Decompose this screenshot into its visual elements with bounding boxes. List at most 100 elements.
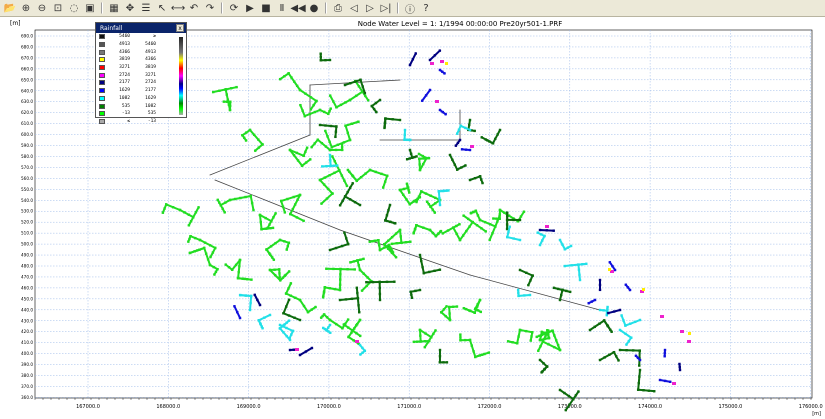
node-marker <box>598 308 602 312</box>
node-marker <box>272 258 276 261</box>
node-marker <box>279 279 282 282</box>
node-marker <box>261 327 264 330</box>
pipe-segment <box>178 208 195 219</box>
node-marker <box>274 241 277 245</box>
node-marker <box>358 268 362 272</box>
node-marker <box>309 158 312 161</box>
node-marker <box>278 276 281 279</box>
node-marker <box>302 219 305 223</box>
node-marker <box>488 238 491 242</box>
node-marker <box>427 202 431 206</box>
node-marker <box>455 305 459 308</box>
node-marker <box>248 128 252 132</box>
node-marker <box>357 304 360 307</box>
info-icon[interactable]: ⓘ <box>405 4 415 16</box>
grid-icon[interactable]: ▦ <box>109 2 119 14</box>
node-marker <box>408 202 411 206</box>
node-marker <box>553 345 556 349</box>
node-marker <box>517 291 520 295</box>
zoom-out-icon[interactable]: ⊖ <box>37 2 47 14</box>
pan-icon[interactable]: ✥ <box>125 2 135 14</box>
legend-swatch <box>99 72 105 78</box>
open-icon[interactable]: 📂 <box>3 2 17 14</box>
node-marker <box>413 228 417 231</box>
node-marker <box>334 135 337 139</box>
legend-row: ≤ -13 <box>96 118 186 126</box>
legend-titlebar[interactable]: Rainfall x <box>96 23 186 33</box>
node-marker <box>505 223 509 226</box>
node-marker <box>638 349 641 352</box>
node-marker <box>408 63 412 67</box>
node-marker <box>329 159 332 162</box>
node-marker <box>612 310 616 313</box>
node-marker <box>298 88 302 92</box>
node-marker <box>506 235 509 239</box>
zoom-prev-icon[interactable]: ◌ <box>69 2 79 14</box>
help-icon[interactable]: ? <box>423 2 429 14</box>
node-marker <box>383 180 387 183</box>
zoom-in-icon[interactable]: ⊕ <box>21 2 31 14</box>
pipe-segment <box>471 220 488 233</box>
node-marker <box>423 345 427 349</box>
node-marker <box>460 148 464 151</box>
node-marker <box>206 258 210 261</box>
node-marker <box>478 218 482 222</box>
node-marker <box>357 120 360 123</box>
record-icon[interactable]: ● <box>309 2 319 14</box>
step-forward-icon[interactable]: ▷ <box>366 2 374 14</box>
node-marker <box>653 390 656 393</box>
node-marker <box>363 349 367 353</box>
legend-panel[interactable]: Rainfall x 5460 ≥4913 5460 4366 4913 3819 4366… <box>95 22 187 124</box>
select-icon[interactable]: ↖ <box>157 2 167 14</box>
zoom-full-icon[interactable]: ▣ <box>85 2 95 14</box>
node-marker <box>445 305 448 308</box>
node-marker <box>413 155 416 159</box>
node-marker <box>327 112 330 116</box>
node-marker <box>496 220 499 223</box>
node-marker <box>352 260 356 263</box>
node-marker <box>459 336 462 339</box>
redo-icon[interactable]: ↷ <box>205 2 215 14</box>
stop-icon[interactable]: ■ <box>261 2 271 14</box>
node-marker <box>441 70 444 73</box>
refresh-icon[interactable]: ⟳ <box>229 2 239 14</box>
legend-row: 535 1082 <box>96 102 186 110</box>
node-marker <box>225 100 229 103</box>
node-marker <box>218 201 221 204</box>
node-marker <box>288 148 292 152</box>
pause-icon[interactable]: Ⅱ <box>279 2 285 14</box>
pipe-segment <box>637 388 656 393</box>
measure-icon[interactable]: ⟷ <box>170 2 186 14</box>
rewind-icon[interactable]: ◀◀ <box>290 2 306 14</box>
play-icon[interactable]: ▶ <box>246 2 254 14</box>
node-marker <box>283 75 286 78</box>
pipe-segment <box>265 238 282 251</box>
print-icon[interactable]: ⎙ <box>334 2 342 14</box>
node-marker <box>445 361 449 364</box>
close-icon[interactable]: x <box>176 24 184 32</box>
y-tick-label: 380.0 <box>21 373 33 378</box>
node-marker <box>351 175 355 178</box>
layers-icon[interactable]: ☰ <box>141 2 151 14</box>
node-marker <box>483 220 487 224</box>
undo-icon[interactable]: ↶ <box>189 2 199 14</box>
node-marker <box>236 310 239 314</box>
node-marker <box>387 208 390 212</box>
node-marker <box>418 157 421 160</box>
zoom-window-icon[interactable]: ⊡ <box>53 2 63 14</box>
node-marker <box>203 246 206 250</box>
node-marker <box>438 196 441 200</box>
x-tick-label: 172000.0 <box>478 404 502 410</box>
node-marker <box>310 145 313 149</box>
node-marker <box>456 132 459 135</box>
node-marker <box>325 164 328 168</box>
node-marker <box>572 397 575 401</box>
y-tick-label: 500.0 <box>21 242 33 247</box>
step-end-icon[interactable]: ▷| <box>380 2 392 14</box>
step-back-icon[interactable]: ◁ <box>350 2 358 14</box>
node-marker <box>268 223 271 226</box>
node-marker <box>324 129 327 133</box>
node-marker <box>292 348 295 351</box>
node-marker <box>438 354 442 358</box>
